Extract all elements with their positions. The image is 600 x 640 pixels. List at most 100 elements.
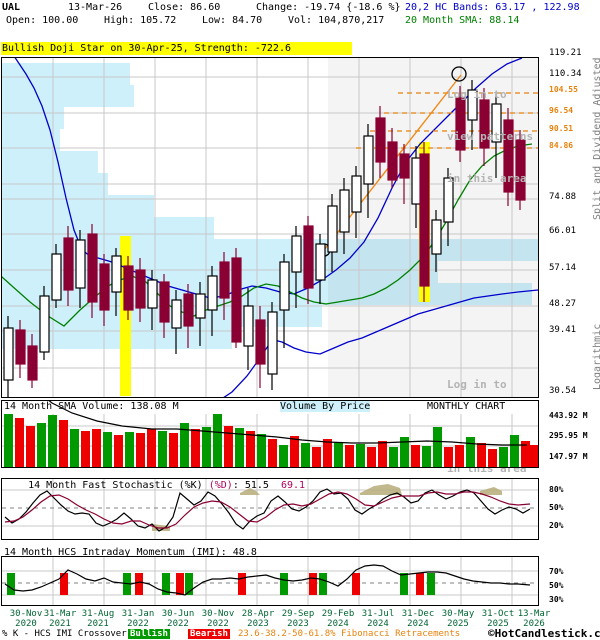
x-label-8-date: 29-Feb <box>321 609 355 619</box>
x-label-0-year: 2020 <box>15 619 37 629</box>
brand-watermark: ©HotCandlestick.com <box>488 627 600 640</box>
x-label-7-date: 29-Sep <box>281 609 315 619</box>
price-tick-5: 48.27 <box>549 299 577 309</box>
x-label-11: 30-May 2025 <box>432 609 484 629</box>
stochastic-tick-0: 80% <box>549 485 564 494</box>
x-label-10-date: 31-Dec <box>401 609 435 619</box>
stochastic-panel-title: 14 Month Fast Stochastic (%K) (%D): 51.5… <box>4 469 305 502</box>
x-label-2-date: 31-Aug <box>81 609 115 619</box>
price-tick-4: 57.14 <box>549 263 577 273</box>
stochastic-panel[interactable] <box>1 478 539 540</box>
volume-chart-svg <box>2 401 538 467</box>
volume-panel[interactable] <box>1 400 539 468</box>
imi-line <box>4 564 531 596</box>
stochastic-tick-2: 20% <box>549 521 564 530</box>
x-label-12-year: 2025 <box>487 619 509 629</box>
stochastic-d-line <box>4 491 531 529</box>
price-gridlines <box>2 58 538 397</box>
x-label-11-year: 2025 <box>447 619 469 629</box>
x-label-3-year: 2022 <box>127 619 149 629</box>
x-label-10: 31-Dec 2024 <box>392 609 444 629</box>
quote-hc-bands: 20,2 HC Bands: 63.17 , 122.98 <box>405 2 580 13</box>
quote-high: High: 105.72 <box>104 15 177 26</box>
price-tick-3: 66.01 <box>549 226 577 236</box>
price-tick-7: 30.54 <box>549 386 577 396</box>
imi-tick-2: 30% <box>549 595 564 604</box>
candlestick-series <box>3 80 526 397</box>
x-label-12-date: 31-Oct <box>481 609 515 619</box>
x-label-13-date: 13-Mar <box>517 609 551 619</box>
locked-watermark-bottom-line1: Log in to <box>447 378 507 391</box>
price-fib-tick-0: 104.55 <box>549 85 578 94</box>
quote-symbol: UAL <box>2 2 21 13</box>
volume-panel-title: 14 Month SMA Volume: 138.08 M <box>4 401 179 412</box>
axis-caption-adjusted: Split and Dividend Adjusted <box>592 57 600 220</box>
stochastic-title-kval: : 51.5 <box>232 480 269 491</box>
imi-panel[interactable] <box>1 556 539 606</box>
x-label-2: 31-Aug 2021 <box>72 609 124 629</box>
volume-tick-2: 147.97 M <box>549 452 588 461</box>
x-label-7: 29-Sep 2023 <box>272 609 324 629</box>
x-label-7-year: 2023 <box>287 619 309 629</box>
quote-low: Low: 84.70 <box>202 15 263 26</box>
locked-watermark-top: Log in to view patterns in this area <box>447 60 533 214</box>
price-tick-1: 110.34 <box>549 69 582 79</box>
footer-bullish-tag: Bullish <box>128 629 170 639</box>
quote-open: Open: 100.00 <box>6 15 79 26</box>
stochastic-k-line <box>4 488 531 532</box>
stochastic-title-d: (%D) <box>208 480 233 491</box>
volume-sma-line <box>48 401 527 446</box>
price-chart-panel[interactable] <box>1 57 539 398</box>
price-tick-6: 39.41 <box>549 325 577 335</box>
x-label-0-date: 30-Nov <box>9 609 43 619</box>
price-tick-2: 74.88 <box>549 192 577 202</box>
price-fib-tick-1: 96.54 <box>549 106 574 115</box>
quote-sma: 20 Month SMA: 88.14 <box>405 15 520 26</box>
locked-watermark-top-line2: view patterns <box>447 130 534 143</box>
x-label-4: 30-Jun 2022 <box>152 609 204 629</box>
x-label-1-year: 2021 <box>49 619 71 629</box>
imi-crossover-markers <box>7 573 435 595</box>
x-label-9-year: 2024 <box>367 619 389 629</box>
x-label-6: 28-Apr 2023 <box>232 609 284 629</box>
x-label-8-year: 2024 <box>327 619 349 629</box>
x-label-3: 31-Jan 2022 <box>112 609 164 629</box>
price-fib-tick-3: 84.86 <box>549 141 574 150</box>
x-label-1-date: 31-Mar <box>43 609 77 619</box>
footer-legend-prefix: % K - HCS IMI Crossover, <box>2 629 133 639</box>
quote-close: Close: 86.60 <box>148 2 221 13</box>
x-label-9: 31-Jul 2024 <box>352 609 404 629</box>
pattern-banner: Bullish Doji Star on 30-Apr-25, Strength… <box>1 42 352 55</box>
locked-watermark-top-line3: in this area <box>447 172 527 185</box>
stochastic-title-dval: 69.1 <box>281 480 306 491</box>
x-label-5-date: 30-Nov <box>201 609 235 619</box>
stochastic-tick-1: 50% <box>549 503 564 512</box>
imi-panel-title: 14 Month HCS Intraday Momentum (IMI): 48… <box>4 547 257 558</box>
x-label-12: 31-Oct 2025 <box>472 609 524 629</box>
x-label-5-year: 2022 <box>207 619 229 629</box>
x-label-10-year: 2024 <box>407 619 429 629</box>
volume-tick-0: 443.92 M <box>549 411 588 420</box>
price-fib-tick-2: 90.51 <box>549 124 574 133</box>
hc-band-lower <box>223 289 538 397</box>
imi-tick-1: 50% <box>549 581 564 590</box>
volume-by-price-label: Volume By Price <box>280 401 371 412</box>
x-label-11-date: 30-May <box>441 609 475 619</box>
imi-gridlines <box>2 557 538 605</box>
pattern-marker-top <box>451 66 467 82</box>
monthly-chart-label: MONTHLY CHART <box>427 401 506 412</box>
quote-volume: Vol: 104,870,217 <box>288 15 385 26</box>
x-label-4-year: 2022 <box>167 619 189 629</box>
x-label-9-date: 31-Jul <box>361 609 395 619</box>
x-label-6-year: 2023 <box>247 619 269 629</box>
x-label-13-year: 2026 <box>523 619 545 629</box>
price-tick-0: 119.21 <box>549 48 582 58</box>
x-label-1: 31-Mar 2021 <box>34 609 86 629</box>
stochastic-chart-svg <box>2 479 538 539</box>
volume-bars <box>4 414 538 467</box>
stochastic-gridlines <box>2 479 538 539</box>
x-label-3-date: 31-Jan <box>121 609 155 619</box>
axis-caption-logarithmic: Logarithmic <box>592 323 600 390</box>
locked-watermark-top-line1: Log in to <box>447 88 507 101</box>
doji-highlight-left <box>120 236 131 396</box>
